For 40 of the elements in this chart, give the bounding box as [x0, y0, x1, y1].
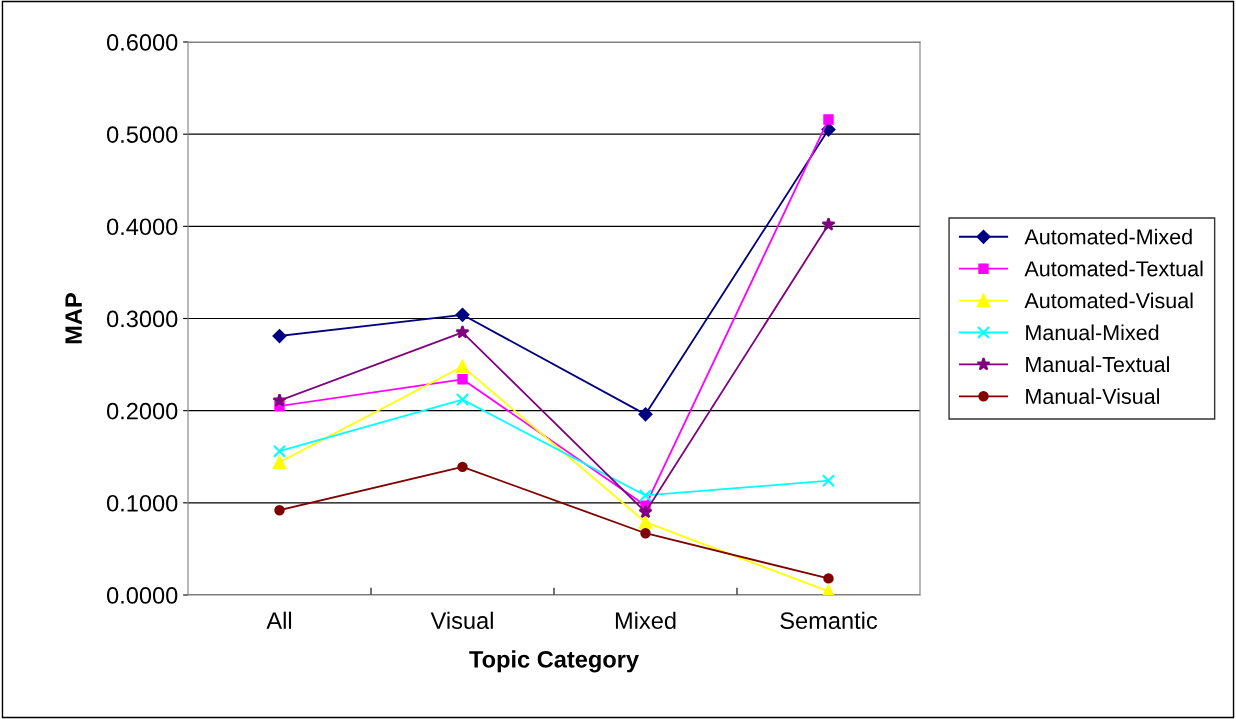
point [274, 505, 285, 516]
point [455, 325, 470, 339]
point [821, 584, 836, 595]
point [638, 515, 653, 529]
point [272, 329, 287, 343]
y-tick-label: 0.0000 [106, 587, 178, 604]
legend-label: Automated-Textual [1024, 260, 1203, 277]
legend-label: Automated-Visual [1024, 292, 1193, 309]
x-axis-title: Topic Category [469, 650, 639, 673]
point [638, 407, 653, 422]
point [457, 461, 468, 473]
point [823, 114, 834, 125]
point [457, 374, 468, 385]
point [638, 504, 653, 519]
point [823, 573, 834, 584]
y-tick-label: 0.2000 [106, 402, 178, 420]
point [272, 393, 287, 407]
point [272, 444, 287, 458]
point [455, 359, 470, 374]
legend-label: Manual-Visual [1026, 388, 1159, 405]
legend-label: Manual-Mixed [1026, 324, 1159, 341]
legend-label: Automated-Mixed [1024, 228, 1192, 245]
y-tick-label: 0.1000 [106, 494, 178, 512]
y-axis-title: MAP [65, 293, 82, 344]
point [455, 393, 470, 407]
point [638, 488, 653, 503]
y-tick-label: 0.4000 [106, 218, 178, 236]
point [455, 307, 470, 322]
x-tick-label: All [266, 611, 292, 629]
x-tick-label: Semantic [780, 611, 878, 630]
point [640, 528, 651, 539]
x-tick-label: Visual [430, 611, 493, 630]
point [272, 455, 287, 469]
y-tick-label: 0.6000 [106, 34, 178, 51]
point [821, 474, 836, 488]
legend-label: Manual-Textual [1026, 356, 1169, 373]
x-tick-label: Mixed [615, 611, 676, 630]
y-tick-label: 0.3000 [106, 310, 178, 328]
y-tick-label: 0.5000 [106, 126, 178, 143]
point [821, 217, 836, 231]
